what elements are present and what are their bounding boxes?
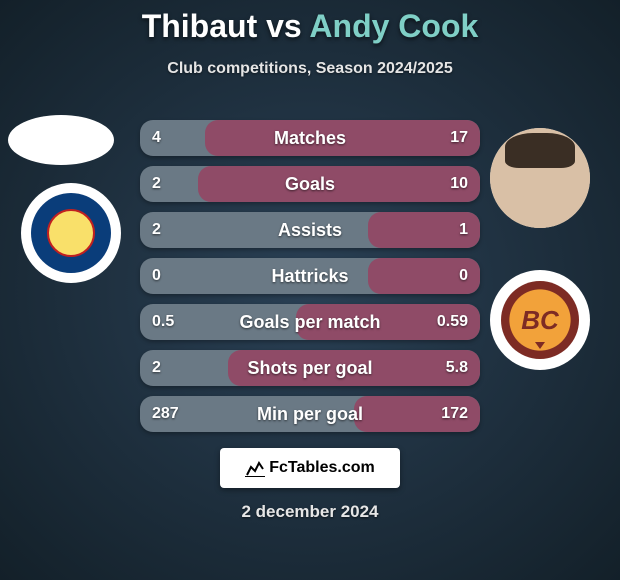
player1-avatar <box>8 115 114 165</box>
vs-label: vs <box>266 8 302 44</box>
crewe-badge-icon <box>31 193 111 273</box>
subtitle: Club competitions, Season 2024/2025 <box>0 60 620 78</box>
stat-row: 4Matches17 <box>140 120 480 156</box>
stat-row: 0.5Goals per match0.59 <box>140 304 480 340</box>
stats-container: 4Matches17 2Goals10 2Assists1 0Hattricks0 0.… <box>140 120 480 442</box>
stat-right-value: 172 <box>441 405 468 423</box>
stat-label: Min per goal <box>140 404 480 425</box>
stat-row: 0Hattricks0 <box>140 258 480 294</box>
player2-club-badge: BC <box>490 270 590 370</box>
stat-row: 287Min per goal172 <box>140 396 480 432</box>
stat-row: 2Assists1 <box>140 212 480 248</box>
player2-name: Andy Cook <box>309 8 478 44</box>
player2-face-icon <box>490 128 590 228</box>
page-title: Thibaut vs Andy Cook <box>0 0 620 45</box>
player1-club-badge <box>21 183 121 283</box>
date-label: 2 december 2024 <box>0 502 620 522</box>
stat-label: Goals <box>140 174 480 195</box>
stat-label: Shots per goal <box>140 358 480 379</box>
stat-row: 2Shots per goal5.8 <box>140 350 480 386</box>
stat-label: Goals per match <box>140 312 480 333</box>
watermark: FcTables.com <box>220 448 400 488</box>
stat-label: Hattricks <box>140 266 480 287</box>
stat-label: Assists <box>140 220 480 241</box>
stat-right-value: 17 <box>450 129 468 147</box>
stat-right-value: 0 <box>459 267 468 285</box>
stat-label: Matches <box>140 128 480 149</box>
stat-right-value: 5.8 <box>446 359 468 377</box>
bradford-badge-icon: BC <box>501 281 579 359</box>
watermark-text: FcTables.com <box>269 459 375 477</box>
stat-right-value: 0.59 <box>437 313 468 331</box>
stat-right-value: 1 <box>459 221 468 239</box>
stat-row: 2Goals10 <box>140 166 480 202</box>
stat-right-value: 10 <box>450 175 468 193</box>
player1-name: Thibaut <box>142 8 258 44</box>
player2-avatar <box>490 128 590 228</box>
crewe-badge-inner <box>47 209 95 257</box>
watermark-icon <box>245 459 265 477</box>
